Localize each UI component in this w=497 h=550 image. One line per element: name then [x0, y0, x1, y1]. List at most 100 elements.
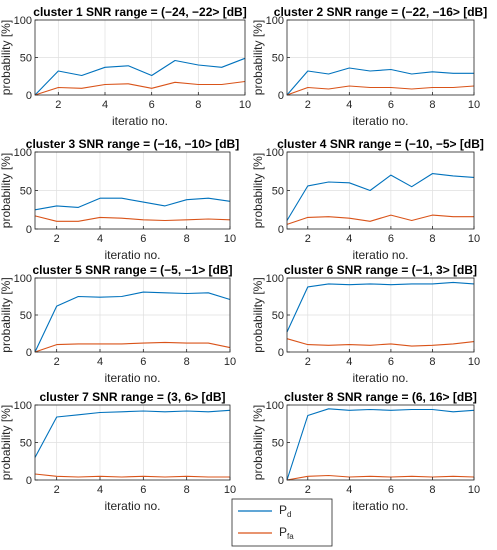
subplot-title: cluster 4 SNR range = (−10, −5> [dB] [277, 137, 484, 151]
series-line-pfa [34, 215, 231, 222]
y-axis-label: probability [%] [251, 20, 265, 95]
x-tick-label: 10 [468, 356, 480, 368]
x-tick-label: 2 [305, 484, 311, 496]
subplot-title: cluster 3 SNR range = (−16, −10> [dB] [26, 137, 239, 151]
x-tick-label: 6 [149, 99, 155, 111]
y-tick-label: 100 [266, 15, 284, 27]
x-tick-label: 8 [429, 99, 435, 111]
x-tick-label: 6 [140, 484, 146, 496]
legend: Pd Pfa [231, 498, 333, 547]
x-tick-label: 4 [346, 356, 352, 368]
y-tick-label: 50 [20, 310, 32, 322]
y-tick-label: 0 [278, 90, 284, 102]
y-tick-label: 0 [26, 224, 32, 236]
x-tick-label: 6 [140, 356, 146, 368]
series-line-pfa [34, 473, 230, 478]
x-tick-label: 4 [346, 484, 352, 496]
series-line-pfa [286, 85, 475, 96]
x-tick-label: 4 [102, 99, 108, 111]
x-tick-label: 2 [305, 99, 311, 111]
series-line-pd [286, 408, 475, 481]
x-tick-label: 2 [305, 356, 311, 368]
y-tick-label: 50 [272, 53, 284, 65]
series-line-pfa [34, 80, 246, 96]
y-tick-label: 0 [278, 347, 284, 359]
x-tick-label: 2 [305, 233, 311, 245]
x-tick-label: 10 [224, 484, 236, 496]
x-axis-label: iteratio no. [352, 248, 408, 262]
x-tick-label: 8 [429, 484, 435, 496]
y-tick-label: 0 [26, 347, 32, 359]
y-axis-label: probability [%] [251, 277, 265, 352]
y-axis-label: probability [%] [0, 20, 13, 95]
x-axis-label: iteratio no. [352, 371, 408, 385]
x-tick-label: 2 [55, 99, 61, 111]
y-tick-label: 0 [26, 90, 32, 102]
series-line-pd [286, 67, 474, 96]
y-tick-label: 50 [20, 186, 32, 198]
x-tick-label: 4 [97, 484, 103, 496]
x-tick-label: 2 [54, 233, 60, 245]
y-axis-label: probability [%] [0, 405, 13, 480]
subplot-title: cluster 7 SNR range = (3, 6> [dB] [39, 390, 225, 404]
x-tick-label: 8 [195, 99, 201, 111]
x-axis-label: iteratio no. [352, 499, 408, 513]
y-tick-label: 50 [272, 310, 284, 322]
y-tick-label: 100 [14, 273, 32, 285]
x-axis-label: iteratio no. [104, 499, 160, 513]
legend-label-pfa: Pfa [279, 525, 294, 541]
x-tick-label: 2 [54, 484, 60, 496]
legend-label-pd: Pd [279, 503, 291, 519]
y-tick-label: 100 [266, 400, 284, 412]
series-line-pfa [286, 214, 474, 225]
y-axis-label: probability [%] [0, 277, 13, 352]
x-tick-label: 6 [140, 233, 146, 245]
subplot-title: cluster 1 SNR range = (−24, −22> [dB] [33, 5, 246, 19]
y-tick-label: 50 [20, 438, 32, 450]
x-tick-label: 6 [388, 99, 394, 111]
y-axis-label: probability [%] [0, 153, 13, 228]
subplot-title: cluster 8 SNR range = (6, 16> [dB] [284, 390, 477, 404]
series-line-pd [34, 197, 231, 211]
x-tick-label: 8 [184, 484, 190, 496]
y-axis-label: probability [%] [251, 405, 265, 480]
x-axis-label: iteratio no. [352, 114, 408, 128]
x-tick-label: 10 [468, 233, 480, 245]
series-line-pfa [286, 474, 475, 481]
y-tick-label: 50 [272, 438, 284, 450]
x-tick-label: 10 [224, 356, 236, 368]
x-axis-label: iteratio no. [104, 248, 160, 262]
x-tick-label: 8 [184, 233, 190, 245]
y-tick-label: 50 [20, 53, 32, 65]
y-tick-label: 0 [278, 475, 284, 487]
y-tick-label: 0 [278, 224, 284, 236]
x-tick-label: 4 [346, 99, 352, 111]
series-line-pd [34, 57, 246, 96]
y-axis-label: probability [%] [251, 153, 265, 228]
subplot-title: cluster 5 SNR range = (−5, −1> [dB] [32, 263, 232, 277]
series-line-pd [34, 291, 231, 353]
x-tick-label: 8 [429, 233, 435, 245]
y-tick-label: 50 [272, 186, 284, 198]
x-tick-label: 4 [97, 356, 103, 368]
x-tick-label: 8 [429, 356, 435, 368]
x-tick-label: 6 [388, 484, 394, 496]
x-axis-label: iteratio no. [104, 371, 160, 385]
x-tick-label: 10 [224, 233, 236, 245]
series-line-pfa [286, 338, 475, 347]
y-tick-label: 100 [266, 273, 284, 285]
x-tick-label: 10 [468, 99, 480, 111]
x-tick-label: 4 [97, 233, 103, 245]
series-line-pfa [34, 341, 231, 353]
x-tick-label: 8 [184, 356, 190, 368]
x-tick-label: 10 [239, 99, 251, 111]
x-tick-label: 6 [388, 356, 394, 368]
x-tick-label: 6 [388, 233, 394, 245]
x-axis-label: iteratio no. [112, 114, 168, 128]
